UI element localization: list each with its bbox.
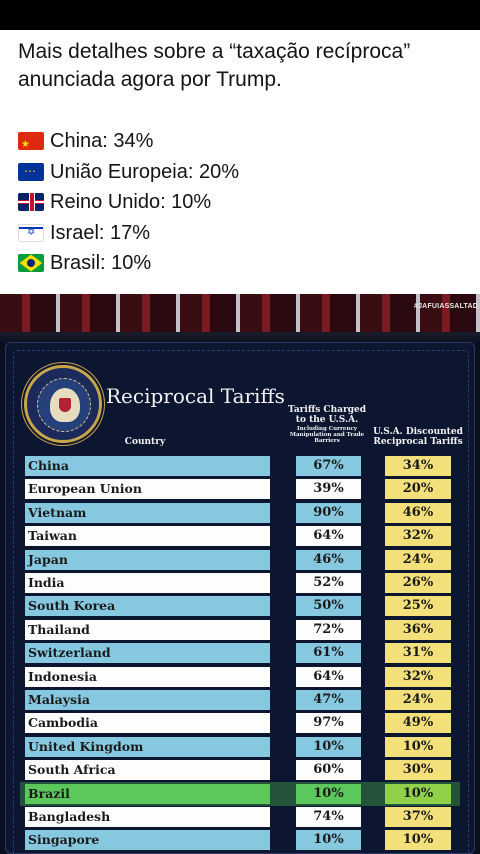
table-row: South Africa 60% 30% bbox=[0, 760, 480, 781]
cell-discounted: 32% bbox=[385, 526, 451, 547]
watermark: #JAFUIASSALTAD bbox=[414, 303, 478, 310]
table-row: Switzerland 61% 31% bbox=[0, 643, 480, 664]
cell-charged: 64% bbox=[296, 526, 361, 547]
cell-discounted: 10% bbox=[385, 830, 451, 851]
column-header-country: Country bbox=[124, 437, 166, 447]
eu-flag-icon bbox=[18, 162, 44, 181]
table-row: Japan 46% 24% bbox=[0, 549, 480, 570]
table-row: India 52% 26% bbox=[0, 573, 480, 593]
list-item: Reino Unido: 10% bbox=[18, 187, 239, 218]
cell-country: Taiwan bbox=[25, 526, 270, 547]
cell-discounted: 24% bbox=[385, 690, 451, 710]
china-flag-icon bbox=[18, 132, 44, 151]
column-header-charged-main: Tariffs Charged to the U.S.A. bbox=[288, 405, 367, 425]
cell-country: Switzerland bbox=[25, 643, 270, 664]
cell-discounted: 36% bbox=[385, 619, 451, 640]
column-header-charged: Tariffs Charged to the U.S.A. Including … bbox=[288, 405, 366, 444]
cell-charged: 10% bbox=[296, 830, 361, 851]
cell-charged: 97% bbox=[296, 713, 361, 734]
cell-discounted: 34% bbox=[385, 456, 451, 476]
list-item-label: China: 34% bbox=[50, 130, 154, 153]
israel-flag-icon bbox=[18, 223, 44, 242]
table-row: Bangladesh 74% 37% bbox=[0, 807, 480, 827]
cell-discounted: 30% bbox=[385, 760, 451, 781]
cell-charged: 39% bbox=[296, 479, 361, 500]
cell-discounted: 49% bbox=[385, 713, 451, 734]
cell-country: Indonesia bbox=[25, 666, 270, 687]
table-row: Vietnam 90% 46% bbox=[0, 502, 480, 523]
brazil-flag-icon bbox=[18, 254, 44, 273]
list-item-label: Israel: 17% bbox=[50, 221, 151, 244]
table-row: Thailand 72% 36% bbox=[0, 619, 480, 640]
cell-charged: 64% bbox=[296, 666, 361, 687]
cell-country: South Korea bbox=[25, 596, 270, 617]
cell-country: Japan bbox=[25, 549, 270, 570]
cell-country: Bangladesh bbox=[25, 807, 270, 827]
cell-country: Vietnam bbox=[25, 502, 270, 523]
cell-discounted: 37% bbox=[385, 807, 451, 827]
video-frame[interactable]: #JAFUIASSALTAD Reciprocal Tariffs Countr… bbox=[0, 294, 480, 854]
cell-discounted: 25% bbox=[385, 596, 451, 617]
table-row: Brazil 10% 10% bbox=[0, 781, 480, 806]
cell-charged: 10% bbox=[296, 783, 361, 804]
cell-country: South Africa bbox=[25, 760, 270, 781]
video-background bbox=[0, 294, 480, 344]
table-row: European Union 39% 20% bbox=[0, 479, 480, 500]
cell-charged: 50% bbox=[296, 596, 361, 617]
cell-charged: 74% bbox=[296, 807, 361, 827]
board-title: Reciprocal Tariffs bbox=[106, 384, 285, 408]
list-item-label: Brasil: 10% bbox=[50, 252, 152, 275]
cell-country: European Union bbox=[25, 479, 270, 500]
post-card: Mais detalhes sobre a “taxação recíproca… bbox=[0, 30, 480, 294]
cell-country: Singapore bbox=[25, 830, 270, 851]
top-bar bbox=[0, 0, 480, 30]
uk-flag-icon bbox=[18, 193, 44, 212]
cell-discounted: 46% bbox=[385, 502, 451, 523]
cell-country: India bbox=[25, 573, 270, 593]
cell-discounted: 31% bbox=[385, 643, 451, 664]
cell-discounted: 26% bbox=[385, 573, 451, 593]
table-row: United Kingdom 10% 10% bbox=[0, 736, 480, 757]
table-row: Indonesia 64% 32% bbox=[0, 666, 480, 687]
list-item-label: Reino Unido: 10% bbox=[50, 191, 212, 214]
cell-country: Thailand bbox=[25, 619, 270, 640]
cell-charged: 67% bbox=[296, 456, 361, 476]
cell-charged: 10% bbox=[296, 736, 361, 757]
cell-discounted: 20% bbox=[385, 479, 451, 500]
tariff-list: China: 34% União Europeia: 20% Reino Uni… bbox=[18, 126, 239, 279]
cell-charged: 52% bbox=[296, 573, 361, 593]
list-item: Brasil: 10% bbox=[18, 248, 239, 279]
table-row: South Korea 50% 25% bbox=[0, 596, 480, 617]
cell-country: China bbox=[25, 456, 270, 476]
list-item-label: União Europeia: 20% bbox=[50, 160, 240, 183]
cell-charged: 61% bbox=[296, 643, 361, 664]
cell-country: Brazil bbox=[25, 783, 270, 804]
list-item: China: 34% bbox=[18, 126, 239, 157]
table-row: China 67% 34% bbox=[0, 456, 480, 476]
post-text: Mais detalhes sobre a “taxação recíproca… bbox=[18, 40, 411, 91]
column-header-charged-sub: Including Currency Manipulation and Trad… bbox=[289, 426, 365, 444]
table-row: Cambodia 97% 49% bbox=[0, 713, 480, 734]
cell-discounted: 24% bbox=[385, 549, 451, 570]
cell-country: Malaysia bbox=[25, 690, 270, 710]
table-row: Taiwan 64% 32% bbox=[0, 526, 480, 547]
cell-discounted: 10% bbox=[385, 736, 451, 757]
cell-discounted: 10% bbox=[385, 783, 451, 804]
presidential-seal-icon bbox=[24, 365, 102, 443]
cell-country: United Kingdom bbox=[25, 736, 270, 757]
table-row: Malaysia 47% 24% bbox=[0, 690, 480, 710]
cell-discounted: 32% bbox=[385, 666, 451, 687]
cell-charged: 60% bbox=[296, 760, 361, 781]
table-row: Singapore 10% 10% bbox=[0, 830, 480, 851]
eagle-icon bbox=[50, 388, 80, 422]
list-item: União Europeia: 20% bbox=[18, 157, 239, 188]
column-header-discounted: U.S.A. Discounted Reciprocal Tariffs bbox=[373, 427, 463, 447]
cell-charged: 46% bbox=[296, 549, 361, 570]
list-item: Israel: 17% bbox=[18, 218, 239, 249]
cell-charged: 47% bbox=[296, 690, 361, 710]
board-border bbox=[13, 350, 469, 854]
cell-charged: 90% bbox=[296, 502, 361, 523]
cell-charged: 72% bbox=[296, 619, 361, 640]
cell-country: Cambodia bbox=[25, 713, 270, 734]
